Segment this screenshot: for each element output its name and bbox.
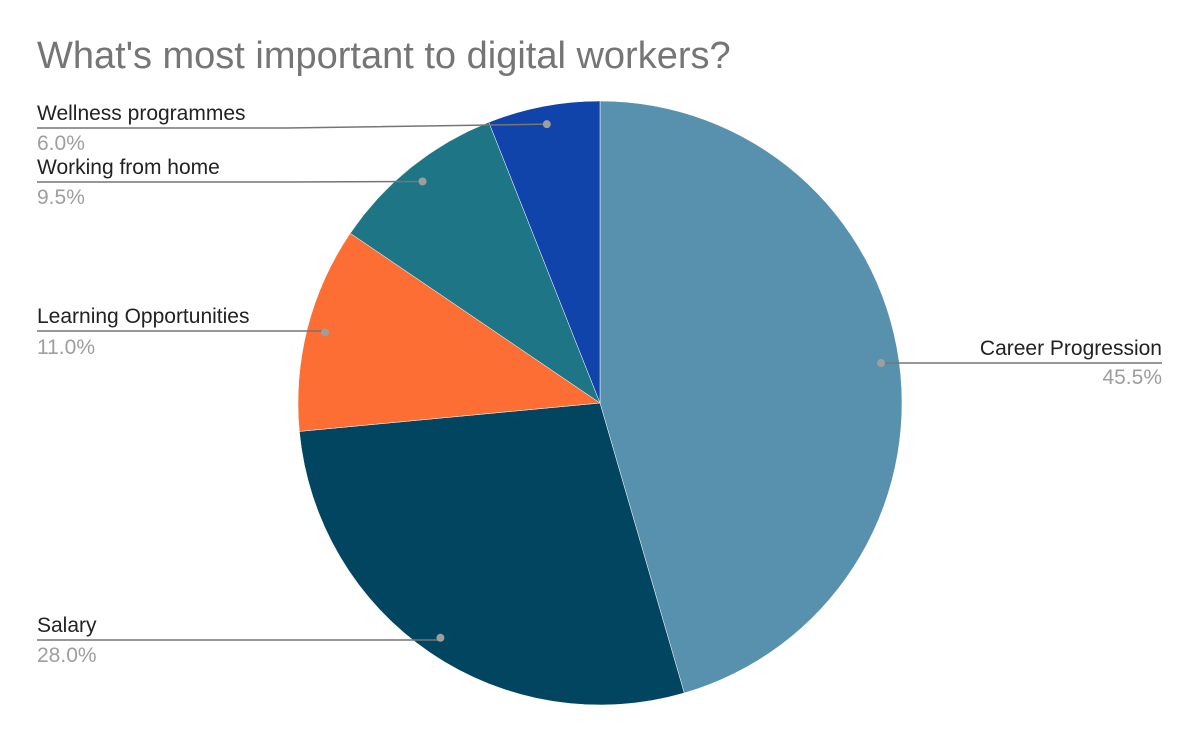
chart-title: What's most important to digital workers…	[37, 35, 731, 77]
leader-dot	[542, 120, 551, 129]
leader-line	[37, 180, 423, 183]
slice-label-learning-opportunities: Learning Opportunities 11.0%	[37, 305, 330, 359]
pie-slice-working-from-home	[349, 121, 601, 404]
leader-dot	[321, 328, 330, 337]
slice-label-name: Salary	[37, 614, 97, 637]
pie-slice-wellness-programmes	[488, 100, 601, 404]
slice-label-value: 11.0%	[37, 336, 95, 359]
slice-labels: Career Progression 45.5% Salary 28.0% Learni…	[37, 102, 1162, 667]
leader-line	[37, 330, 326, 333]
leader-dot	[418, 177, 427, 186]
pie-slice-salary	[299, 402, 685, 706]
slice-label-value: 9.5%	[37, 186, 85, 209]
slice-label-name: Career Progression	[980, 337, 1162, 360]
slice-label-name: Working from home	[37, 156, 220, 179]
slice-label-salary: Salary 28.0%	[37, 614, 445, 667]
slice-label-name: Learning Opportunities	[37, 305, 249, 328]
slice-label-working-from-home: Working from home 9.5%	[37, 156, 427, 209]
slice-label-name: Wellness programmes	[37, 102, 246, 125]
slice-label-value: 6.0%	[37, 132, 85, 155]
leader-line	[37, 123, 547, 129]
pie-slice-career-progression	[599, 100, 903, 694]
slice-label-value: 45.5%	[1102, 366, 1162, 389]
slice-label-wellness-programmes: Wellness programmes 6.0%	[37, 102, 551, 155]
slice-label-career-progression: Career Progression 45.5%	[877, 337, 1162, 389]
leader-line	[37, 637, 442, 641]
slice-label-value: 28.0%	[37, 644, 97, 667]
leader-dot	[436, 633, 445, 642]
pie-slices	[297, 100, 903, 706]
pie-slice-learning-opportunities	[297, 232, 601, 432]
leader-dot	[877, 359, 886, 368]
